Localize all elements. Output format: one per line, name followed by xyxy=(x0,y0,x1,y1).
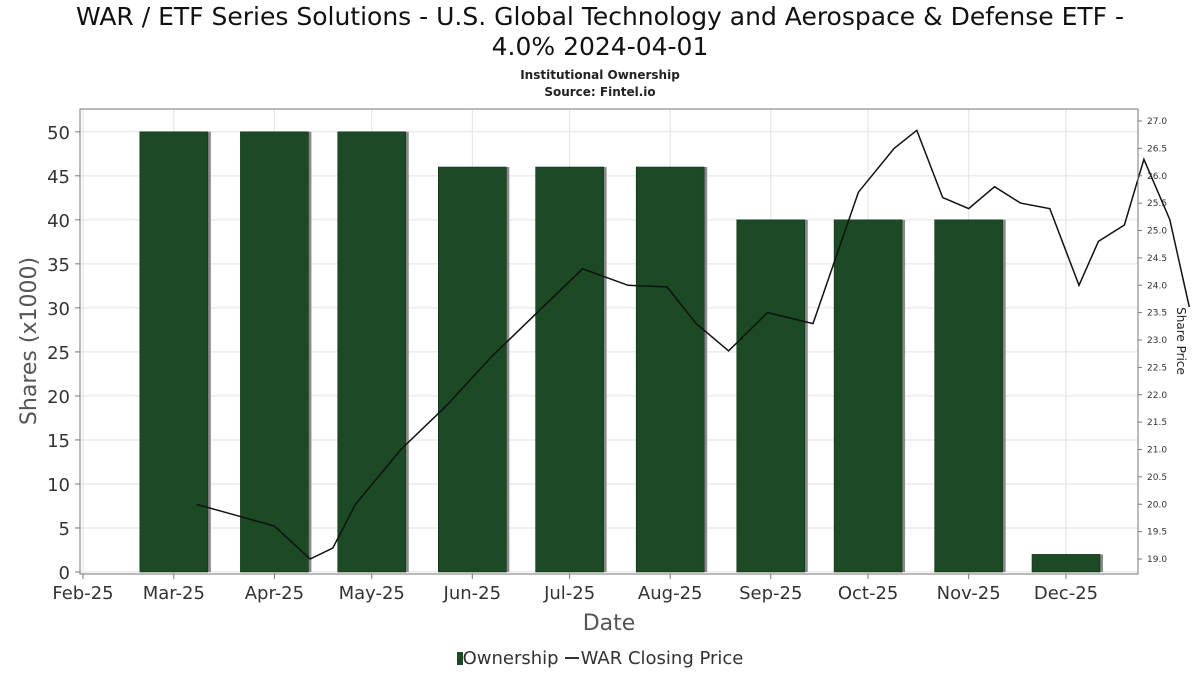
y2-tick-label: 19.5 xyxy=(1147,528,1167,538)
chart-title-line-2: 4.0% 2024-04-01 xyxy=(491,32,709,61)
x-tick-label: Nov-25 xyxy=(937,583,1001,604)
ownership-legend-swatch xyxy=(456,652,463,665)
x-axis-ticks: Feb-25 Mar-25 Apr-25 May-25 Jun-25 Jul-25 Aug-… xyxy=(52,574,1098,604)
right-axis-label: Share Price xyxy=(1174,307,1188,375)
x-tick-label: Sep-25 xyxy=(739,583,802,604)
left-axis-ticks: 0 5 10 15 20 25 30 35 40 45 50 xyxy=(47,123,80,584)
y2-tick-label: 25.5 xyxy=(1147,199,1167,209)
y-tick-label: 5 xyxy=(59,519,70,540)
y-tick-label: 10 xyxy=(47,475,70,496)
x-tick-label: Aug-25 xyxy=(638,583,703,604)
y2-tick-label: 27.0 xyxy=(1147,117,1167,127)
y-tick-label: 35 xyxy=(47,255,70,276)
y2-tick-label: 23.0 xyxy=(1147,336,1167,346)
ownership-bar xyxy=(438,166,507,573)
ownership-bar xyxy=(139,131,209,573)
plot-frame xyxy=(79,108,1139,575)
y2-tick-label: 21.0 xyxy=(1147,446,1167,456)
ownership-bar xyxy=(736,219,806,573)
y2-tick-label: 24.5 xyxy=(1147,254,1167,264)
y-tick-label: 40 xyxy=(47,211,70,232)
chart-source: Source: Fintel.io xyxy=(544,85,656,99)
chart-title-line-1: WAR / ETF Series Solutions - U.S. Global… xyxy=(75,2,1125,31)
y2-tick-label: 23.5 xyxy=(1147,309,1167,319)
x-axis-label: Date xyxy=(583,611,636,636)
x-tick-label: Oct-25 xyxy=(838,583,899,604)
y2-tick-label: 26.0 xyxy=(1147,172,1167,182)
price-legend-line xyxy=(564,657,579,659)
y2-tick-label: 26.5 xyxy=(1147,144,1167,154)
y2-tick-label: 22.5 xyxy=(1147,363,1167,373)
x-tick-label: Jun-25 xyxy=(443,583,502,604)
x-tick-label: May-25 xyxy=(339,583,405,604)
y-tick-label: 30 xyxy=(47,299,70,320)
y-tick-label: 25 xyxy=(47,343,70,364)
price-line-layer xyxy=(196,129,1191,560)
y-tick-label: 50 xyxy=(47,123,70,144)
legend-price-label: WAR Closing Price xyxy=(580,648,744,669)
y2-tick-label: 19.0 xyxy=(1147,555,1167,565)
ownership-bar xyxy=(934,219,1003,573)
legend-ownership-label: Ownership xyxy=(462,648,559,669)
y2-tick-label: 22.0 xyxy=(1147,391,1167,401)
ownership-bar xyxy=(635,166,705,573)
ownership-bar xyxy=(337,131,407,573)
ownership-bar xyxy=(535,166,604,573)
y2-tick-label: 24.0 xyxy=(1147,281,1167,291)
ownership-bar xyxy=(240,131,309,573)
right-axis-ticks: 19.0 19.5 20.0 20.5 21.0 21.5 22.0 22.5 23.0 23.5… xyxy=(1138,117,1167,565)
x-tick-label: Dec-25 xyxy=(1034,583,1098,604)
y-tick-label: 20 xyxy=(47,387,70,408)
x-tick-label: Apr-25 xyxy=(245,583,304,604)
chart-subtitle: Institutional Ownership xyxy=(520,68,680,82)
ownership-bar xyxy=(1031,554,1101,573)
price-line xyxy=(196,129,1191,560)
ownership-bar xyxy=(833,219,903,573)
y2-tick-label: 25.0 xyxy=(1147,227,1167,237)
y2-tick-label: 20.5 xyxy=(1147,473,1167,483)
y2-tick-label: 20.0 xyxy=(1147,500,1167,510)
x-tick-label: Mar-25 xyxy=(143,583,205,604)
ownership-bars xyxy=(139,131,1103,573)
y2-tick-label: 21.5 xyxy=(1147,418,1167,428)
y-tick-label: 15 xyxy=(47,431,70,452)
y-tick-label: 0 xyxy=(59,563,70,584)
x-tick-label: Jul-25 xyxy=(543,583,595,604)
x-tick-label: Feb-25 xyxy=(52,583,113,604)
y-axis-label: Shares (x1000) xyxy=(17,257,42,425)
y-tick-label: 45 xyxy=(47,167,70,188)
chart-legend: Ownership WAR Closing Price xyxy=(0,648,1200,669)
